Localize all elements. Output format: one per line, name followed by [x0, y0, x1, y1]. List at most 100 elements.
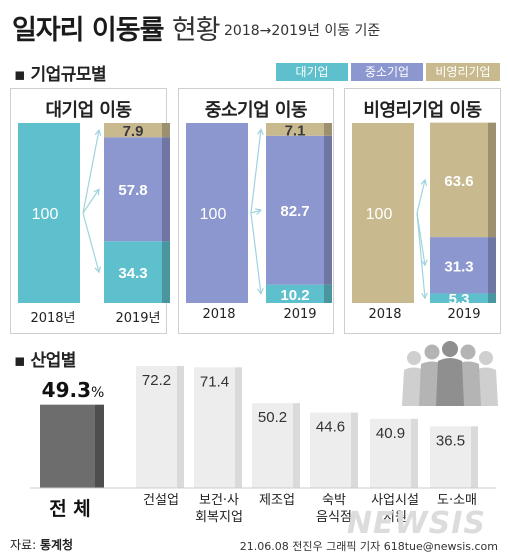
section-size-label: 기업규모별: [30, 65, 107, 85]
industry-bar-side-construction: [177, 365, 184, 488]
panel-title-large: 대기업 이동: [45, 100, 132, 121]
bar-after-side-nonprofit: [488, 122, 496, 238]
flow-arrowhead-nonprofit: [94, 128, 102, 137]
total-unit: %: [91, 385, 105, 401]
bar-after-label-large: 34.3: [118, 265, 147, 282]
watermark-logo: NEWSIS: [346, 506, 486, 541]
industry-value-label-business-support: 40.9: [376, 425, 405, 442]
bullet-icon: ▪: [14, 351, 31, 371]
flow-arrowhead-sme: [255, 208, 263, 215]
bar-after-side-nonprofit: [162, 123, 170, 138]
year-label-sme-after: 2019: [283, 307, 317, 322]
bar-after-label-sme: 31.3: [444, 258, 473, 275]
industry-label-construction: 건설업: [143, 493, 179, 508]
industry-bar-side-health: [235, 367, 242, 488]
bar-after-side-sme: [488, 237, 496, 294]
page-title: 일자리 이동률 현황: [12, 8, 221, 47]
bar-after-large: [266, 284, 324, 303]
flow-arrowhead-large: [421, 292, 428, 300]
flow-arrow-nonprofit: [82, 129, 100, 214]
flow-arrow-large: [416, 212, 426, 299]
bar-before-label: 100: [366, 206, 393, 223]
bar-after-label-large: 10.2: [280, 287, 309, 304]
flow-arrowhead-sme: [93, 188, 100, 196]
bar-before-sme: [186, 123, 248, 303]
source-label: 자료:: [10, 538, 37, 552]
industry-label-accommodation: 숙박 음식점: [316, 493, 352, 525]
bar-after-nonprofit: [430, 122, 488, 238]
year-label-large-after: 2019년: [115, 311, 161, 326]
size-chart: 100 34.3 57.8 7.9 100 10.2 82.7 7.1 100 5.3 31.3 63…: [18, 122, 496, 308]
bar-after-label-nonprofit: 7.9: [123, 123, 144, 140]
title-sub: 현황: [171, 15, 221, 46]
flow-arrow-sme: [250, 209, 262, 214]
bar-before-label: 100: [200, 206, 227, 223]
section-industry-label: 산업별: [30, 351, 76, 371]
year-label-nonprofit-after: 2019: [447, 307, 481, 322]
industry-bar-construction: [136, 365, 177, 488]
flow-arrowhead-large: [94, 266, 101, 274]
year-label-nonprofit-before: 2018: [368, 307, 402, 322]
industry-bar-total: [40, 404, 95, 488]
industry-label-total: 전 체: [49, 498, 91, 520]
bar-after-nonprofit: [104, 123, 162, 138]
bar-after-side-nonprofit: [324, 123, 332, 136]
period-subtitle: 2018→2019년 이동 기준: [224, 23, 381, 39]
industry-bar-business-support: [370, 418, 411, 488]
bar-after-sme: [266, 135, 324, 285]
bar-after-label-large: 5.3: [449, 291, 470, 308]
flow-arrowhead-large: [257, 288, 264, 296]
bar-after-label-sme: 82.7: [280, 203, 309, 220]
bar-after-large: [104, 241, 162, 303]
flow-arrow-large: [82, 212, 100, 273]
bar-after-label-nonprofit: 63.6: [444, 173, 473, 190]
industry-bar-manufacturing: [252, 403, 293, 488]
industry-label-health: 보건·사 회복지업: [195, 493, 243, 525]
bar-after-sme: [430, 237, 488, 294]
credit-line: 21.06.08 전진우 그래픽 기자 618tue@newsis.com: [239, 540, 498, 553]
bar-after-label-nonprofit: 7.1: [285, 122, 306, 139]
industry-bar-side-retail: [471, 426, 478, 488]
section-size-heading: ▪ 기업규모별: [14, 60, 107, 85]
panel-frame-nonprofit: [344, 88, 501, 334]
industry-bar-side-total: [95, 404, 104, 488]
legend-item-nonprofit: 비영리기업: [426, 63, 500, 81]
total-value-label: 49.3%: [38, 378, 108, 402]
industry-label-manufacturing: 제조업: [259, 493, 295, 508]
industry-value-label-accommodation: 44.6: [316, 419, 345, 436]
flow-arrow-large: [250, 212, 262, 294]
flow-arrow-nonprofit: [416, 179, 426, 214]
industry-label-business-support: 사업시설 지원: [371, 493, 419, 525]
industry-value-label-manufacturing: 50.2: [258, 409, 287, 426]
bar-before-large: [18, 123, 80, 303]
bar-after-label-sme: 57.8: [118, 182, 147, 199]
industry-bar-side-accommodation: [351, 412, 358, 488]
industry-bar-side-manufacturing: [293, 403, 300, 488]
industry-chart: 72.2 71.4 50.2 44.6 40.9 36.5: [30, 365, 496, 489]
panel-title-nonprofit: 비영리기업 이동: [363, 100, 482, 121]
people-group-icon: [402, 341, 498, 406]
bar-before-label: 100: [32, 206, 59, 223]
panel-title-sme: 중소기업 이동: [204, 100, 308, 121]
industry-value-label-construction: 72.2: [142, 372, 171, 389]
flow-arrow-sme: [82, 188, 100, 214]
bar-after-side-large: [324, 284, 332, 303]
legend-item-large: 대기업: [276, 63, 348, 81]
total-value: 49.3: [41, 378, 92, 402]
title-main: 일자리 이동률: [12, 15, 164, 46]
legend-item-sme: 중소기업: [351, 63, 423, 81]
industry-bar-accommodation: [310, 412, 351, 488]
industry-bar-retail: [430, 426, 471, 488]
flow-arrowhead-nonprofit: [420, 178, 428, 186]
bar-after-side-large: [488, 293, 496, 303]
industry-value-label-health: 71.4: [200, 373, 229, 390]
bar-after-side-large: [162, 241, 170, 303]
bar-after-nonprofit: [266, 123, 324, 136]
flow-arrowhead-sme: [420, 259, 428, 267]
bullet-icon: ▪: [14, 65, 31, 85]
flow-arrow-nonprofit: [250, 129, 262, 214]
bar-after-large: [430, 293, 488, 303]
bar-after-side-sme: [324, 135, 332, 285]
year-label-sme-before: 2018: [202, 307, 236, 322]
bar-after-side-sme: [162, 137, 170, 242]
